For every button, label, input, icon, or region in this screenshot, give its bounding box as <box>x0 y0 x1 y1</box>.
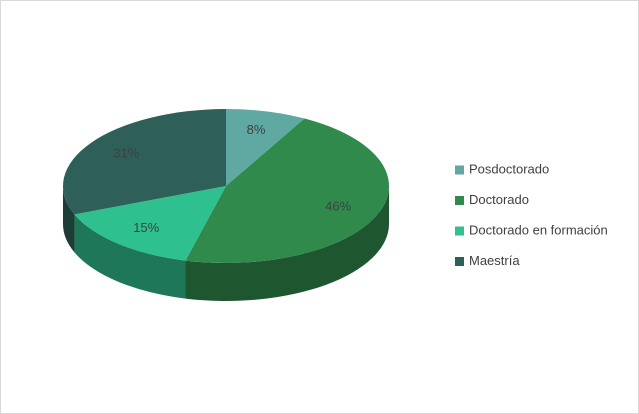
legend-label: Posdoctorado <box>469 161 549 176</box>
data-label: 8% <box>247 122 266 137</box>
data-label: 15% <box>133 220 159 235</box>
slice <box>226 109 305 186</box>
data-label: 46% <box>325 198 351 213</box>
legend-swatch <box>455 226 464 236</box>
legend-swatch <box>455 196 464 205</box>
legend-label: Doctorado <box>469 192 529 207</box>
legend-label: Maestría <box>469 253 520 268</box>
legend-swatch <box>455 257 464 266</box>
slice <box>185 118 390 263</box>
slice-side <box>63 186 75 253</box>
legend-swatch <box>455 165 464 175</box>
slice <box>74 186 226 261</box>
slice <box>63 109 227 215</box>
slice-side <box>185 186 389 301</box>
legend-label: Doctorado en formación <box>469 222 608 237</box>
data-label: 31% <box>113 145 139 160</box>
slice-side <box>74 214 186 299</box>
